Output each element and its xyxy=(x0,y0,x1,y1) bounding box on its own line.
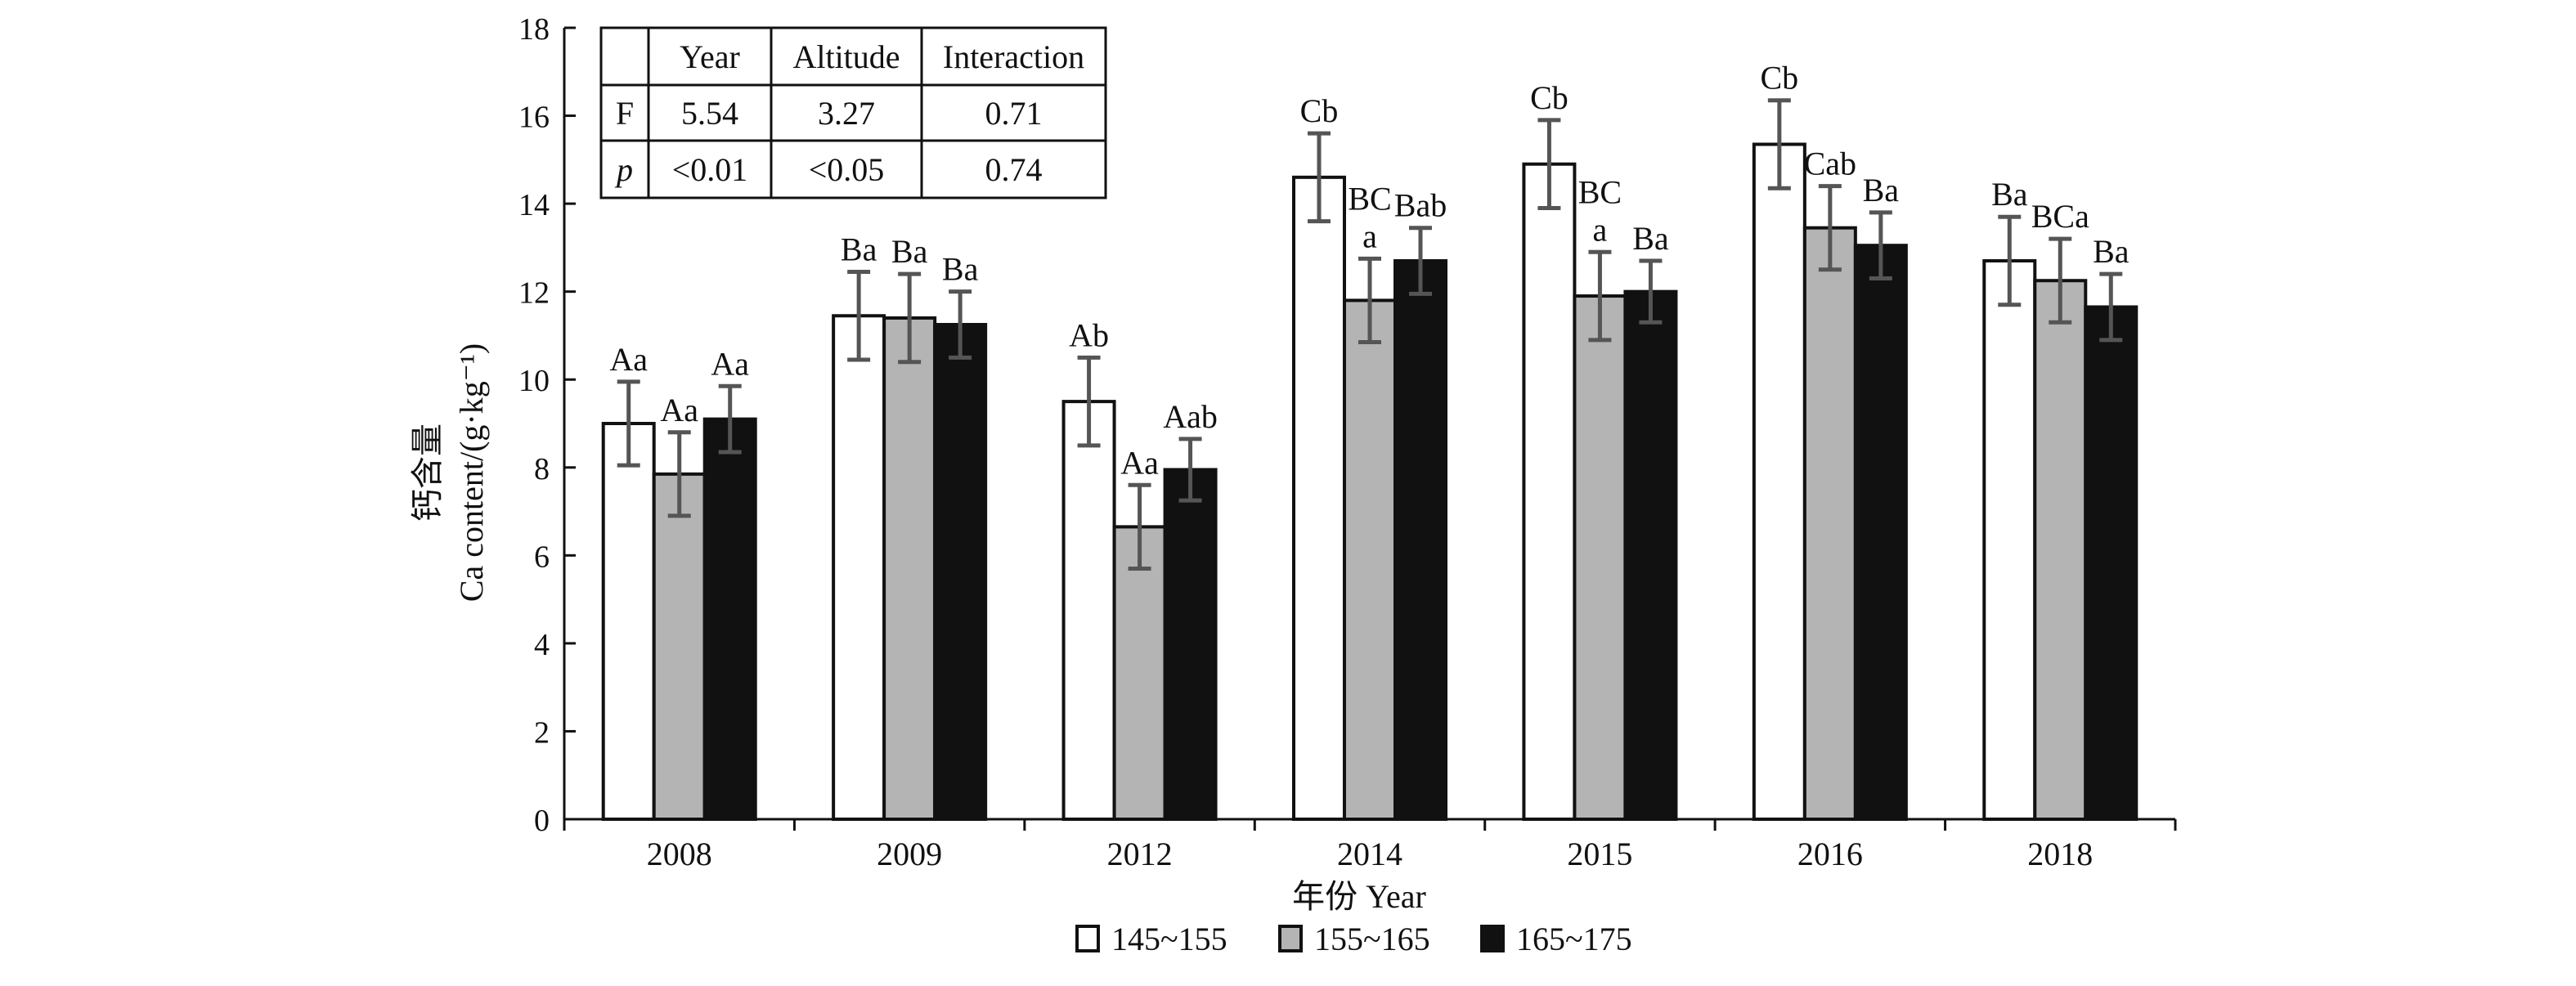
data-label: Bab xyxy=(1394,187,1447,224)
legend-label: 145~155 xyxy=(1111,921,1227,957)
y-axis-title-cn: 钙含量 xyxy=(409,424,446,522)
axes-layer: 0 2 4 6 8 10 12 14 16 18 2008 2009 2012 2014 2015 2016 2… xyxy=(518,12,2177,872)
bar xyxy=(1292,175,1346,822)
y-tick-label: 16 xyxy=(518,101,550,135)
y-tick-label: 14 xyxy=(518,188,550,222)
table-header-cell: Altitude xyxy=(792,38,900,75)
data-label: Ab xyxy=(1069,316,1109,353)
table-cell: 3.27 xyxy=(818,95,875,132)
y-tick-label: 2 xyxy=(534,715,550,750)
x-tick-label: 2012 xyxy=(1107,836,1173,872)
data-label: Ba xyxy=(1632,220,1669,257)
table-cell: <0.05 xyxy=(809,151,885,188)
data-label: Ba xyxy=(1863,172,1900,208)
legend-label: 165~175 xyxy=(1516,921,1632,957)
table-cell: 5.54 xyxy=(681,95,738,132)
bar xyxy=(1853,244,1908,821)
legend-swatch xyxy=(1480,925,1505,952)
data-label: Ba xyxy=(2093,233,2129,270)
data-label: a xyxy=(1362,217,1377,254)
bar xyxy=(1163,468,1218,821)
y-tick-label: 0 xyxy=(534,804,550,838)
bar xyxy=(1982,259,2037,821)
table-cell: 0.71 xyxy=(985,95,1043,132)
bar xyxy=(1623,289,1678,821)
data-label: Aab xyxy=(1163,398,1218,435)
bar xyxy=(1343,298,1397,821)
bars-layer xyxy=(601,142,2138,822)
stats-table-frame xyxy=(599,26,1107,199)
legend-swatch xyxy=(1278,925,1303,952)
y-tick-label: 6 xyxy=(534,540,550,574)
x-tick-label: 2008 xyxy=(647,836,712,872)
legend-swatch xyxy=(1075,925,1100,952)
bar xyxy=(933,323,988,821)
data-label: Ba xyxy=(841,231,877,267)
x-tick-label: 2009 xyxy=(877,836,942,872)
x-tick-label: 2015 xyxy=(1567,836,1632,872)
x-tick-label: 2014 xyxy=(1337,836,1402,872)
bar xyxy=(1752,142,1806,821)
x-axis-title: 年份 Year xyxy=(1292,878,1426,915)
y-tick-label: 4 xyxy=(534,628,550,662)
y-tick-label: 12 xyxy=(518,276,550,311)
table-cell: <0.01 xyxy=(672,151,748,188)
y-axis-title: 钙含量 Ca content/(g·kg⁻¹) xyxy=(409,343,490,602)
data-label: BCa xyxy=(2031,198,2089,235)
table-header-cell: Year xyxy=(680,38,740,75)
bar xyxy=(1393,259,1447,821)
y-tick-label: 18 xyxy=(518,12,550,47)
data-label: Aa xyxy=(711,345,749,382)
x-tick-label: 2016 xyxy=(1797,836,1863,872)
data-label: a xyxy=(1593,211,1608,248)
bar xyxy=(702,417,757,821)
table-header-cell: Interaction xyxy=(943,38,1084,75)
data-label: Cab xyxy=(1804,146,1856,182)
data-label: BC xyxy=(1348,180,1391,217)
table-cell: F xyxy=(616,95,634,132)
bar xyxy=(882,316,937,821)
data-label: Cb xyxy=(1530,79,1568,116)
table-cell: 0.74 xyxy=(985,151,1043,188)
bar xyxy=(832,314,886,821)
y-tick-label: 10 xyxy=(518,364,550,398)
data-label: Aa xyxy=(609,341,648,378)
table-cell: p xyxy=(614,151,633,188)
bar xyxy=(652,472,707,821)
data-label: BC xyxy=(1578,173,1622,210)
data-label: Cb xyxy=(1761,60,1799,96)
bar xyxy=(1522,162,1577,821)
errorbars-layer xyxy=(617,98,2123,571)
legend: 145~155 155~165 165~175 xyxy=(1075,921,1632,957)
bar xyxy=(2033,279,2088,821)
bar xyxy=(1802,226,1857,821)
data-label: Ba xyxy=(1991,176,2028,213)
legend-label: 155~165 xyxy=(1314,921,1430,957)
y-tick-label: 8 xyxy=(534,452,550,486)
stats-table: Year Altitude Interaction F 5.54 3.27 0.71 p <0.… xyxy=(599,26,1107,199)
data-label: Cb xyxy=(1300,92,1339,129)
y-axis-title-en: Ca content/(g·kg⁻¹) xyxy=(453,343,490,602)
data-label: Ba xyxy=(891,233,928,270)
bar xyxy=(601,422,656,821)
bar xyxy=(2084,305,2138,821)
data-label: Aa xyxy=(1120,444,1159,481)
data-label: Ba xyxy=(942,251,979,288)
bar xyxy=(1112,525,1167,822)
data-label: Aa xyxy=(660,392,698,428)
bar xyxy=(1061,400,1116,821)
bar xyxy=(1573,294,1627,821)
x-tick-label: 2018 xyxy=(2027,836,2093,872)
